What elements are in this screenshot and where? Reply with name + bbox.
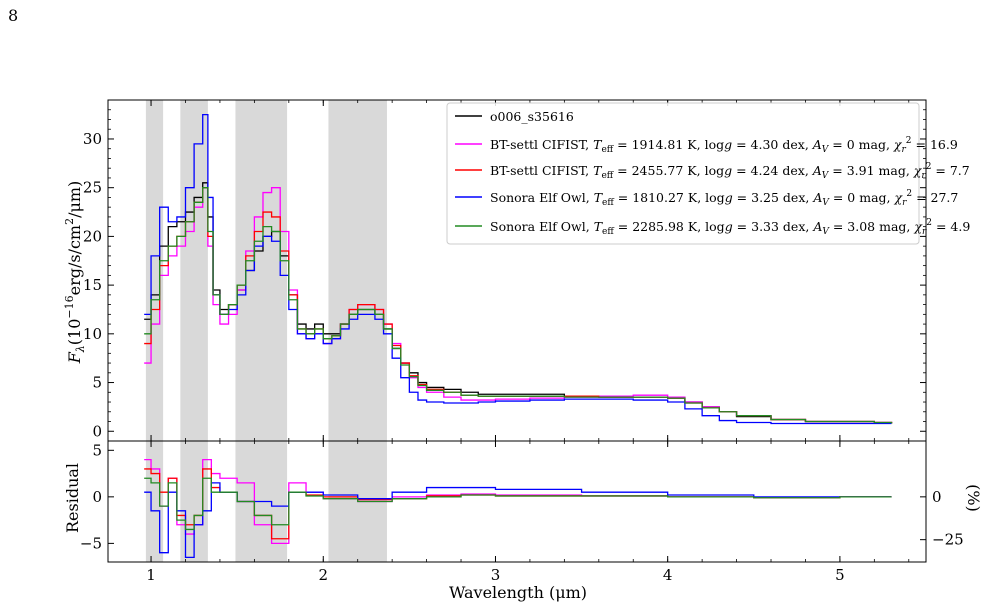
- residual-right-tick-label-1: −25: [932, 531, 964, 549]
- x-tick-label-3: 4: [663, 566, 673, 584]
- y-label-prefix: F: [65, 351, 84, 364]
- y-tick-label-1: 5: [92, 374, 102, 392]
- legend-entry-observed: o006_s35616: [490, 109, 574, 124]
- residual-y-tick-label-2: 5: [92, 441, 102, 459]
- x-tick-label-0: 1: [146, 566, 156, 584]
- residual-line-3: [144, 477, 892, 531]
- residual-right-tick-label-0: 0: [932, 488, 942, 506]
- legend-entry-elfowl-2: Sonora Elf Owl, Teff = 2285.98 K, logg =…: [490, 218, 970, 237]
- legend: o006_s35616 BT-settl CIFIST, Teff = 1914…: [446, 102, 970, 245]
- residual-series-lines: [144, 458, 892, 558]
- axes-frames: [107, 99, 927, 563]
- y-label-exp2: 2: [63, 218, 76, 225]
- residual-shaded-region-0: [145, 441, 164, 562]
- legend-entry-btsettl-1: BT-settl CIFIST, Teff = 1914.81 K, logg …: [490, 136, 958, 155]
- y-tick-label-2: 10: [83, 325, 102, 343]
- x-tick-label-1: 2: [318, 566, 328, 584]
- legend-frame: [446, 102, 920, 245]
- x-tick-label-2: 3: [491, 566, 501, 584]
- y-tick-label-6: 30: [83, 130, 102, 148]
- shaded-region-2: [235, 100, 288, 441]
- legend-entry-btsettl-2: BT-settl CIFIST, Teff = 2455.77 K, logg …: [490, 162, 970, 181]
- tick-marks: [108, 100, 926, 562]
- y-tick-label-3: 15: [83, 276, 102, 294]
- y-tick-label-4: 20: [83, 227, 102, 245]
- main-series-lines: [144, 113, 893, 425]
- y-label-end: /μm): [65, 181, 84, 218]
- x-tick-label-4: 5: [835, 566, 845, 584]
- residual-y-tick-label-1: 0: [92, 488, 102, 506]
- y-axis-label: Fλ(10−16erg/s/cm2/μm): [63, 181, 87, 365]
- shaded-region-3: [328, 100, 387, 441]
- residual-right-label: (%): [964, 484, 983, 512]
- series-line-3: [144, 113, 892, 425]
- y-tick-label-0: 0: [92, 422, 102, 440]
- legend-entry-elfowl-1: Sonora Elf Owl, Teff = 1810.27 K, logg =…: [490, 189, 958, 208]
- shaded-region-0: [145, 100, 164, 441]
- y-label-exp: −16: [63, 295, 76, 318]
- x-axis-label: Wavelength (μm): [449, 583, 587, 602]
- residual-line-0: [144, 458, 892, 545]
- series-line-4: [144, 187, 893, 424]
- y-label-mid: (10: [65, 319, 84, 346]
- residual-y-tick-label-0: −5: [80, 534, 102, 552]
- main-shaded-regions: [145, 100, 387, 441]
- y-tick-label-5: 25: [83, 179, 102, 197]
- y-label-unit: erg/s/cm: [65, 225, 84, 295]
- page-number: 8: [8, 6, 19, 25]
- y-label-sub: λ: [74, 345, 87, 353]
- residual-y-label: Residual: [63, 463, 82, 533]
- residual-axes-frame: [107, 440, 927, 563]
